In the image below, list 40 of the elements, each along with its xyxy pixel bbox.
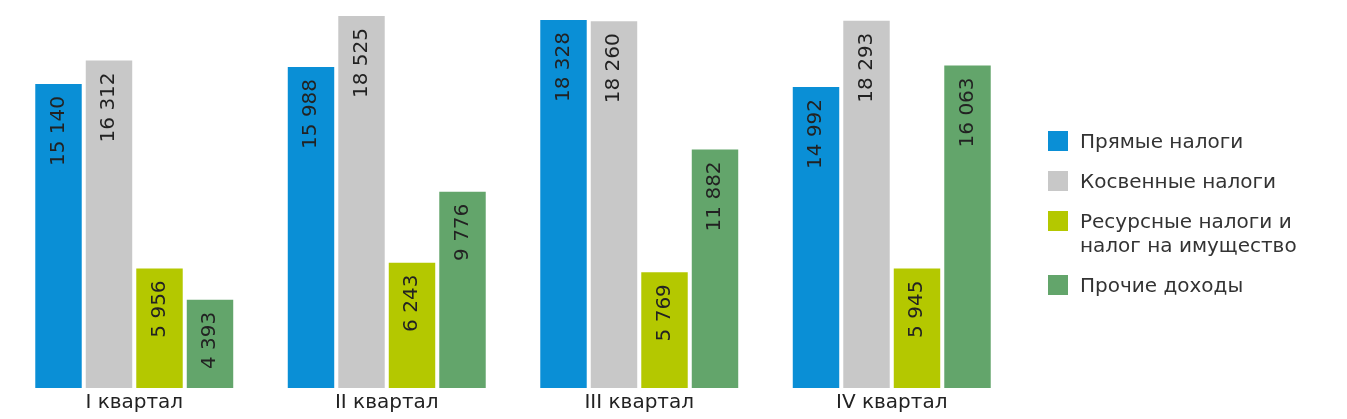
bar [136,268,183,388]
data-label: 15 988 [297,78,322,149]
x-tick-label: II квартал [334,389,439,414]
legend-label: Косвенные налоги [1080,169,1276,193]
bar [35,83,82,388]
data-label: 6 243 [398,274,423,332]
legend-label: Прямые налоги [1080,129,1244,153]
data-label: 9 776 [448,203,473,261]
data-label: 11 882 [701,161,726,232]
data-label: 18 525 [347,28,372,98]
data-label: 18 328 [549,31,574,102]
bar [843,20,890,388]
data-label: 5 956 [145,280,170,338]
x-tick-label: I квартал [85,389,184,414]
data-label: 14 992 [802,98,827,169]
data-label: 18 260 [600,33,625,104]
bar [590,21,638,388]
data-label: 16 312 [95,72,120,143]
legend-label: Прочие доходы [1080,273,1244,297]
bar [338,16,385,388]
data-label: 16 063 [953,77,978,148]
data-label: 4 393 [196,311,221,370]
bar [792,86,840,388]
data-label: 18 293 [852,32,877,103]
bar [388,262,436,388]
bar [186,299,234,388]
bar [641,272,688,388]
data-label: 5 945 [903,280,928,338]
bar [287,66,335,388]
bar [85,60,133,388]
data-label: 5 769 [650,284,675,342]
bar [540,19,587,388]
legend-label: Ресурсные налоги и налог на имущество [1080,209,1298,257]
x-tick-label: III квартал [584,389,695,414]
data-label: 15 140 [44,95,69,166]
bar [439,191,486,388]
bar [944,65,991,388]
bar [691,149,739,388]
bar [893,268,941,388]
x-tick-label: IV квартал [836,389,948,414]
